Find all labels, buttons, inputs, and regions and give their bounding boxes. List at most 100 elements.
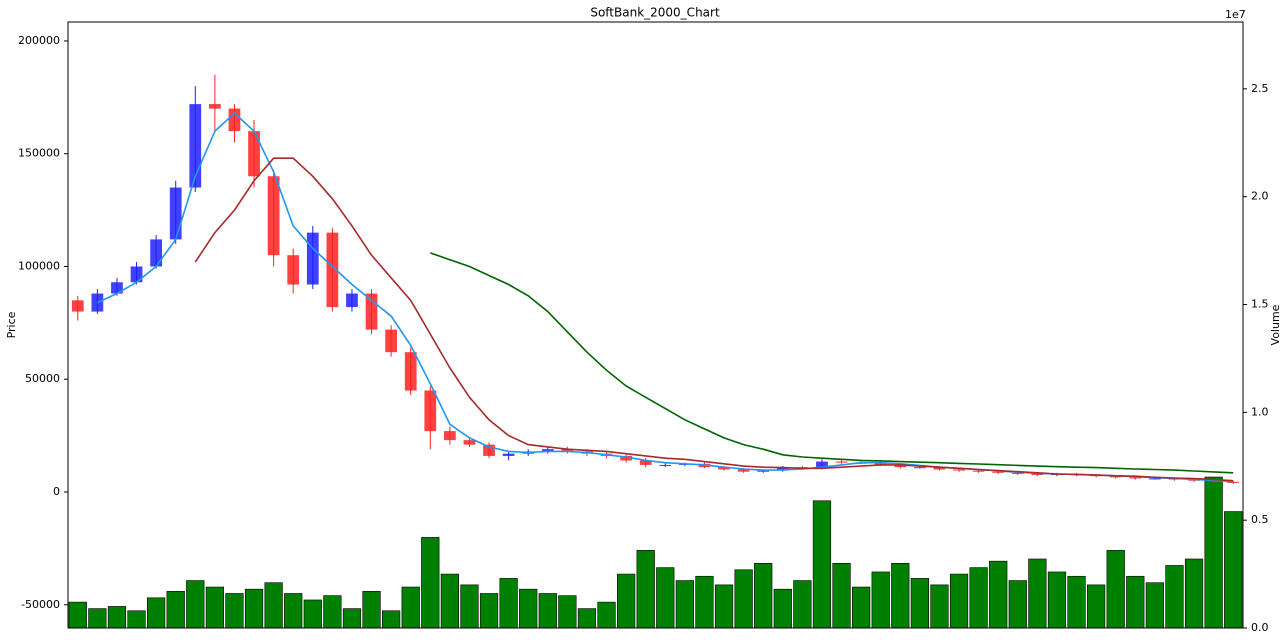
candle-body bbox=[561, 449, 574, 452]
candle-body bbox=[248, 131, 260, 177]
volume-bar bbox=[284, 593, 303, 629]
volume-bar bbox=[577, 608, 597, 629]
moving-average-line bbox=[97, 112, 1234, 483]
y2-axis-label: Volume bbox=[1269, 304, 1282, 345]
candle-body bbox=[404, 352, 417, 391]
moving-average-line bbox=[194, 157, 1234, 482]
volume-bar bbox=[205, 586, 224, 629]
moving-average-line bbox=[430, 252, 1234, 474]
volume-bar bbox=[127, 610, 146, 629]
volume-bar bbox=[362, 591, 381, 629]
volume-bar bbox=[264, 582, 283, 629]
candle-body bbox=[659, 464, 672, 466]
candle-body bbox=[111, 282, 123, 294]
volume-bar bbox=[636, 550, 655, 629]
volume-bar bbox=[1106, 550, 1125, 629]
volume-bar bbox=[382, 610, 401, 629]
candle-body bbox=[776, 467, 789, 471]
candle-body bbox=[541, 449, 554, 452]
chart-title: SoftBank_2000_Chart bbox=[590, 6, 720, 20]
volume-bar bbox=[244, 588, 264, 629]
volume-bar bbox=[147, 597, 166, 629]
candle-body bbox=[209, 104, 221, 109]
volume-bar bbox=[832, 563, 851, 629]
volume-bar bbox=[852, 586, 871, 629]
volume-bar bbox=[812, 500, 832, 629]
y-tick-label: 50000 bbox=[25, 372, 60, 385]
volume-bar bbox=[68, 601, 87, 629]
volume-bar bbox=[754, 563, 773, 629]
candle-body bbox=[835, 461, 848, 463]
candle-body bbox=[463, 440, 476, 445]
candle-body bbox=[1109, 476, 1122, 478]
candle-body bbox=[385, 329, 397, 353]
volume-bar bbox=[421, 537, 440, 629]
volume-bar bbox=[166, 591, 185, 629]
volume-bar bbox=[891, 563, 910, 629]
volume-bar bbox=[617, 573, 636, 629]
volume-bar bbox=[656, 567, 675, 629]
candle-body bbox=[1227, 481, 1240, 483]
volume-bar bbox=[773, 588, 792, 629]
volume-bar bbox=[871, 571, 890, 629]
y-tick-label: 200000 bbox=[18, 34, 60, 47]
candle-body bbox=[737, 469, 750, 472]
candle-body bbox=[267, 176, 280, 256]
candle-body bbox=[91, 293, 104, 312]
volume-bar bbox=[793, 580, 812, 629]
volume-bar bbox=[303, 599, 322, 629]
plot-frame bbox=[67, 21, 1244, 629]
candle-body bbox=[346, 293, 358, 308]
volume-bar bbox=[538, 593, 557, 629]
volume-bar bbox=[695, 575, 714, 629]
candle-body bbox=[1129, 477, 1142, 479]
y-tick-label: 100000 bbox=[18, 259, 60, 272]
candle-body bbox=[424, 390, 437, 432]
candle-body bbox=[130, 266, 143, 283]
y-tick-label: 0 bbox=[53, 485, 60, 498]
y2-tick-label: 2.5 bbox=[1251, 82, 1269, 95]
y2-tick-label: 0.0 bbox=[1251, 621, 1269, 634]
y2-tick-label: 0.5 bbox=[1251, 513, 1269, 526]
candle-body bbox=[757, 470, 770, 472]
volume-bar bbox=[479, 593, 499, 629]
volume-bar bbox=[675, 580, 694, 629]
volume-bar bbox=[949, 573, 969, 629]
candle-body bbox=[718, 467, 730, 470]
volume-bar bbox=[1028, 558, 1047, 629]
candle-body bbox=[816, 461, 828, 469]
candle-body bbox=[326, 232, 339, 308]
candle-body bbox=[71, 300, 84, 312]
candle-body bbox=[894, 464, 907, 468]
y2-tick-label: 1.5 bbox=[1251, 298, 1269, 311]
volume-bar bbox=[519, 588, 538, 629]
volume-bar bbox=[597, 601, 616, 629]
candle-body bbox=[1011, 472, 1024, 474]
volume-bar bbox=[499, 578, 518, 629]
y2-tick-label: 2.0 bbox=[1251, 190, 1269, 203]
volume-bar bbox=[734, 569, 753, 629]
candle-body bbox=[287, 255, 300, 285]
volume-bar bbox=[1047, 571, 1067, 629]
volume-bar bbox=[969, 567, 988, 629]
candle-body bbox=[1031, 473, 1044, 476]
volume-bar bbox=[342, 608, 362, 629]
candle-body bbox=[502, 453, 515, 456]
candle-body bbox=[228, 108, 241, 132]
y-tick-label: -50000 bbox=[21, 598, 60, 611]
volume-bar bbox=[1145, 582, 1164, 629]
candle-body bbox=[874, 462, 887, 465]
volume-bar bbox=[989, 560, 1008, 629]
candle-body bbox=[914, 467, 926, 469]
y2-tick-label: 1.0 bbox=[1251, 405, 1269, 418]
y-tick-label: 150000 bbox=[18, 147, 60, 160]
volume-bar bbox=[225, 593, 244, 629]
volume-bar bbox=[1224, 511, 1243, 629]
volume-bar bbox=[460, 584, 479, 629]
y-axis-label: Price bbox=[5, 311, 18, 338]
volume-bar bbox=[1087, 584, 1106, 629]
candle-body bbox=[169, 187, 182, 240]
volume-bar bbox=[107, 606, 127, 629]
volume-bar bbox=[1008, 580, 1027, 629]
